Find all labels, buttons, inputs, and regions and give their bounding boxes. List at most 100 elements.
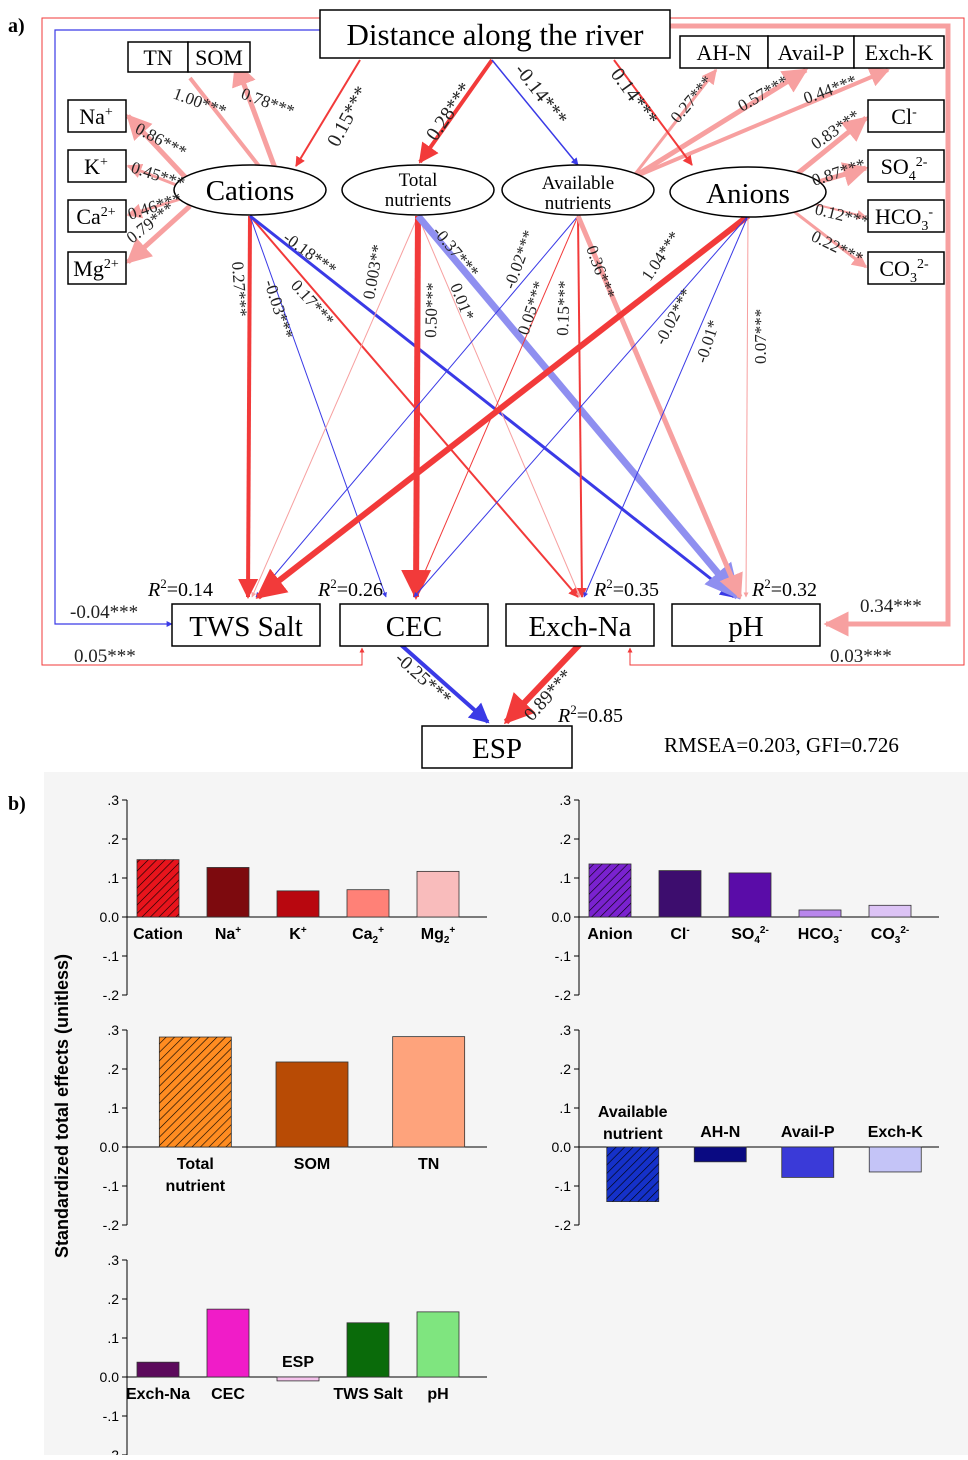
tn-node: TN xyxy=(143,45,172,70)
bar-chart-3: .3 .2 .1 0.0 -.1 -.2 Total nutrient SOM TN xyxy=(100,1022,487,1233)
coef-dist-an: 0.14*** xyxy=(606,64,662,130)
category-label: Avail-P xyxy=(781,1124,835,1141)
link-exna-esp xyxy=(503,641,583,725)
coef-tot-ph: -0.37*** xyxy=(429,222,483,281)
y-tick-label: .3 xyxy=(107,1022,119,1038)
bar-ca2- xyxy=(346,889,390,918)
y-tick-label: -.1 xyxy=(555,948,572,964)
bar-tws-salt xyxy=(346,1322,390,1378)
bar-esp xyxy=(276,1376,320,1382)
y-tick-label: .3 xyxy=(107,792,119,808)
link-total-tws xyxy=(251,215,419,598)
coef-dist-tot: 0.28*** xyxy=(422,79,477,145)
category-label: SO42- xyxy=(731,925,769,946)
category-label: Available xyxy=(598,1104,668,1121)
fit-indices: RMSEA=0.203, GFI=0.726 xyxy=(664,733,899,757)
y-tick-label: .2 xyxy=(107,831,119,847)
path-distance-ph-top xyxy=(670,23,951,637)
charts-layer: .3 .2 .1 0.0 -.1 -.2 Cation Na+ K+ Ca2+ Mg2+ .3 .2 .1… xyxy=(100,792,939,1460)
r2-esp: R2=0.85 xyxy=(557,702,623,727)
bar-hatch xyxy=(137,859,179,917)
link-distance-cations xyxy=(295,59,361,167)
category-label: Cl- xyxy=(670,925,689,943)
indicator-links xyxy=(126,60,890,269)
link-available-ph xyxy=(575,215,743,600)
coef-dist-ph-top: 0.34*** xyxy=(860,596,922,617)
bar-ah-n xyxy=(693,1146,747,1163)
coef-an-cec: -0.02*** xyxy=(651,285,696,348)
y-tick-label: 0.0 xyxy=(100,1139,120,1155)
tws-salt-node: TWS Salt xyxy=(189,611,303,643)
y-tick-label: .3 xyxy=(107,1252,119,1268)
cec-node: CEC xyxy=(386,611,442,643)
link-exchk xyxy=(631,67,890,180)
bar-chart-5: .3 .2 .1 0.0 -.1 -.2 Exch-Na CEC ESP TWS Salt pH xyxy=(100,1252,487,1460)
category-label: CEC xyxy=(211,1386,245,1403)
link-cec-esp xyxy=(398,642,490,724)
bar-chart-1: .3 .2 .1 0.0 -.1 -.2 Cation Na+ K+ Ca2+ Mg2+ xyxy=(100,792,487,1003)
y-tick-label: -.2 xyxy=(555,987,572,1003)
cations-node: Cations xyxy=(206,175,295,207)
distance-node: Distance along the river xyxy=(347,17,645,52)
link-na xyxy=(126,114,188,180)
y-tick-label: 0.0 xyxy=(100,909,120,925)
esp-node: ESP xyxy=(472,733,522,765)
exch-na-node: Exch-Na xyxy=(528,611,631,643)
total-nutrients-line1: Total xyxy=(399,170,438,191)
y-axis-label: Standardized total effects (unitless) xyxy=(52,954,72,1258)
coef-dist-tws: -0.04*** xyxy=(70,602,138,623)
link-co3 xyxy=(791,208,868,269)
y-tick-label: 0.0 xyxy=(552,909,572,925)
y-tick-label: -.2 xyxy=(555,1217,572,1233)
bar-tn xyxy=(392,1036,466,1148)
coef-cec-esp: -0.25*** xyxy=(391,648,456,709)
coef-an-tws: 1.04*** xyxy=(638,228,685,284)
y-tick-label: -.2 xyxy=(103,987,120,1003)
category-label: TWS Salt xyxy=(333,1386,403,1403)
category-label: Exch-K xyxy=(868,1124,924,1141)
category-label: nutrient xyxy=(603,1126,663,1143)
path-distance-ph-bottom xyxy=(627,17,965,666)
category-label: Cation xyxy=(133,926,183,943)
y-tick-label: 0.0 xyxy=(100,1369,120,1385)
available-nutrients-line1: Available xyxy=(542,173,614,194)
link-ahn xyxy=(630,68,718,179)
coef-k: 0.45*** xyxy=(129,158,187,193)
latent-nodes: Cations Total nutrients Available nutrie… xyxy=(173,164,827,218)
category-label: CO32- xyxy=(871,925,909,946)
coef-cat-exna: 0.17*** xyxy=(287,276,338,330)
link-available-tws xyxy=(255,215,579,598)
y-tick-label: .1 xyxy=(107,1330,119,1346)
link-distance-total xyxy=(418,58,494,164)
coef-availp: 0.57*** xyxy=(735,71,792,115)
category-label: AH-N xyxy=(700,1124,740,1141)
exchk-node: Exch-K xyxy=(865,40,934,65)
y-tick-label: .2 xyxy=(559,831,571,847)
panel-a-label: a) xyxy=(8,15,25,37)
r2-cec: R2=0.26 xyxy=(317,576,383,601)
coef-ahn: 0.27*** xyxy=(667,72,717,127)
link-total-ph xyxy=(415,213,741,600)
bar-so42- xyxy=(728,872,772,918)
bar-co32- xyxy=(868,904,912,918)
link-available-exna xyxy=(576,215,587,598)
r2-ph: R2=0.32 xyxy=(751,576,817,601)
category-label: nutrient xyxy=(166,1178,226,1195)
y-tick-label: .1 xyxy=(559,870,571,886)
y-tick-label: .3 xyxy=(559,1022,571,1038)
y-tick-label: 0.0 xyxy=(552,1139,572,1155)
coef-dist-cec: 0.05*** xyxy=(74,646,136,667)
y-tick-label: -.2 xyxy=(103,1447,120,1455)
link-cations-ph xyxy=(249,214,736,599)
link-tn-som xyxy=(188,76,264,172)
y-tick-label: .2 xyxy=(559,1061,571,1077)
link-availp xyxy=(630,67,809,181)
category-label: Exch-Na xyxy=(126,1386,190,1403)
category-label: SOM xyxy=(294,1156,330,1173)
bar-charts-panel: b) Standardized total effects (unitless)… xyxy=(0,770,968,1460)
outer-connectors xyxy=(41,17,965,666)
category-label: TN xyxy=(418,1156,439,1173)
coef-cat-tws: 0.27*** xyxy=(228,261,251,317)
r-squared-labels: R2=0.14 R2=0.26 R2=0.35 R2=0.32 R2=0.85 xyxy=(147,576,817,727)
bar-ph xyxy=(416,1311,460,1378)
